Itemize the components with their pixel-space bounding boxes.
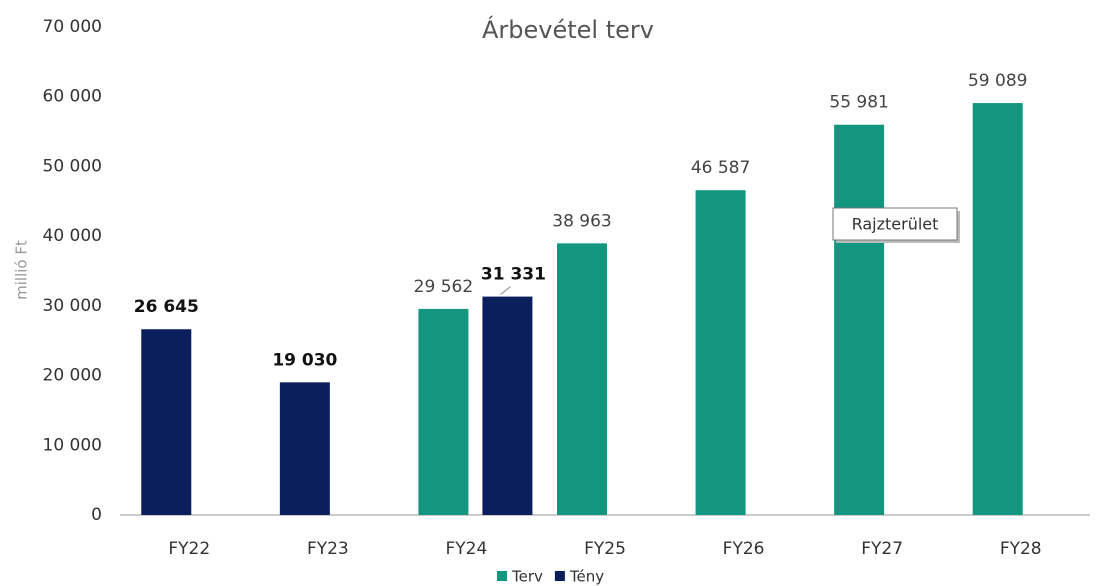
bar [141,329,192,515]
x-tick-label: FY22 [168,539,210,559]
data-label: 38 963 [552,211,611,231]
y-axis-title: millió Ft [13,240,31,300]
x-tick-label: FY25 [584,539,626,559]
tooltip-text: Rajzterület [852,215,939,234]
leader-line [500,286,511,295]
bar [972,103,1023,516]
bar [279,382,330,515]
y-tick-label: 40 000 [43,226,102,246]
x-tick-label: FY26 [723,539,765,559]
x-tick-label: FY24 [446,539,488,559]
legend-swatch [554,571,565,581]
data-label: 31 331 [481,265,546,285]
x-tick-label: FY27 [861,539,903,559]
legend-label: Terv [511,568,543,586]
y-tick-label: 50 000 [43,156,102,176]
tooltip-box [832,207,958,241]
chart-title: Árbevétel terv [482,15,654,44]
x-tick-label: FY23 [307,539,349,559]
data-label: 29 562 [414,277,473,297]
y-tick-label: 60 000 [43,87,102,107]
y-tick-label: 0 [91,505,102,525]
y-tick-label: 70 000 [43,17,102,37]
legend-label: Tény [569,568,604,586]
y-tick-label: 20 000 [43,366,102,386]
y-tick-label: 30 000 [43,296,102,316]
data-label: 55 981 [829,93,888,113]
data-label: 46 587 [691,158,750,178]
bar [482,296,533,515]
legend-swatch [497,571,507,581]
data-label: 26 645 [134,297,199,317]
data-label: 59 089 [968,71,1027,91]
bar [418,308,469,515]
bar [834,124,885,516]
bar [557,243,607,515]
y-tick-label: 10 000 [43,435,102,455]
data-label: 19 030 [272,350,337,370]
x-tick-label: FY28 [1000,539,1042,559]
bar [695,190,746,516]
